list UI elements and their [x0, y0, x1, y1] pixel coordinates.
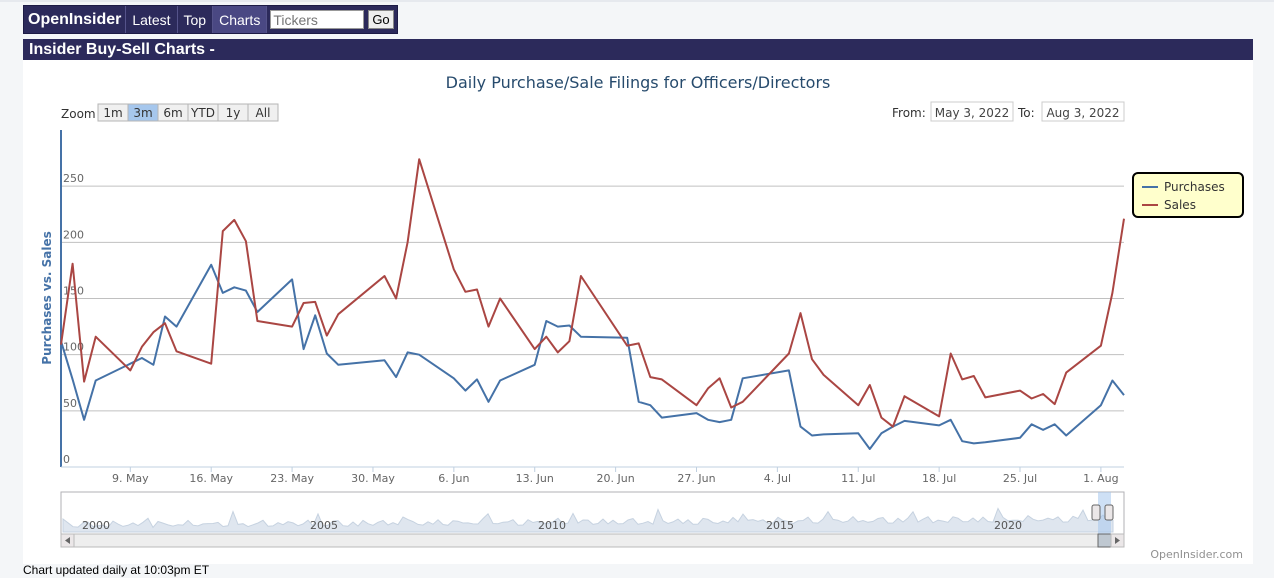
x-tick-label: 18. Jul: [922, 472, 956, 485]
footer-note: Chart updated daily at 10:03pm ET: [23, 563, 210, 577]
scrollbar-thumb[interactable]: [1097, 533, 1112, 548]
zoom-buttons: 1m 3m 6m YTD 1y All: [97, 103, 279, 122]
go-button[interactable]: Go: [368, 10, 394, 29]
legend-purchases[interactable]: Purchases: [1164, 180, 1225, 194]
zoom-label: Zoom: [61, 107, 96, 121]
zoom-button-3m[interactable]: 3m: [133, 106, 152, 120]
x-tick-label: 16. May: [189, 472, 233, 485]
credit-link[interactable]: OpenInsider.com: [1150, 548, 1243, 561]
navigator: 2000 2005 2010 2015 2020: [60, 491, 1125, 548]
y-tick-label: 0: [63, 453, 70, 466]
x-tick-label: 27. Jun: [677, 472, 715, 485]
navigator-year-label: 2020: [994, 519, 1022, 532]
from-date-box[interactable]: [930, 101, 1014, 122]
chart-svg: Daily Purchase/Sale Filings for Officers…: [40, 73, 1244, 561]
y-tick-label: 100: [63, 341, 84, 354]
y-tick-labels: 0 50 100 150 200 250: [63, 172, 84, 466]
zoom-button-ytd[interactable]: YTD: [190, 106, 215, 120]
series-line-sales[interactable]: [60, 158, 1125, 428]
scroll-left-arrow-icon: [65, 537, 70, 544]
to-date-input[interactable]: Aug 3, 2022: [1046, 106, 1119, 120]
chart-title: Daily Purchase/Sale Filings for Officers…: [446, 73, 831, 92]
series-line-purchases[interactable]: [60, 263, 1125, 450]
zoom-button-6m[interactable]: 6m: [163, 106, 182, 120]
x-tick-label: 6. Jun: [438, 472, 469, 485]
legend: Purchases Sales: [1132, 172, 1244, 218]
navigator-left-handle[interactable]: [1091, 504, 1101, 521]
y-tick-label: 200: [63, 228, 84, 241]
nav-item-charts[interactable]: Charts: [212, 6, 267, 33]
navigator-year-label: 2005: [310, 519, 338, 532]
y-tick-label: 250: [63, 172, 84, 185]
series-lines: [60, 158, 1125, 450]
y-tick-label: 150: [63, 285, 84, 298]
ticker-search-input[interactable]: [270, 10, 365, 29]
x-tick-label: 20. Jun: [597, 472, 635, 485]
navigator-area: [62, 507, 1114, 533]
zoom-button-1y[interactable]: 1y: [226, 106, 241, 120]
legend-box: [1132, 172, 1244, 218]
y-axis-title: Purchases vs. Sales: [40, 231, 54, 364]
x-tick-label: 1. Aug: [1083, 472, 1118, 485]
x-tick-label: 9. May: [112, 472, 149, 485]
x-tick-label: 13. Jun: [516, 472, 554, 485]
to-label: To:: [1017, 106, 1035, 120]
navigator-scrollbar[interactable]: [60, 533, 1125, 548]
y-gridlines: [61, 185, 1124, 412]
x-tick-label: 23. May: [270, 472, 314, 485]
top-nav: OpenInsider Latest Top Charts Go: [23, 5, 398, 34]
chart-panel: Daily Purchase/Sale Filings for Officers…: [23, 60, 1253, 564]
section-title: Insider Buy-Sell Charts -: [23, 39, 1253, 60]
top-border: [0, 0, 1274, 2]
legend-sales[interactable]: Sales: [1164, 198, 1196, 212]
from-date-input[interactable]: May 3, 2022: [935, 106, 1009, 120]
navigator-year-label: 2015: [766, 519, 794, 532]
y-tick-label: 50: [63, 397, 77, 410]
x-tick-label: 11. Jul: [841, 472, 875, 485]
site-logo[interactable]: OpenInsider: [24, 6, 126, 33]
nav-item-top[interactable]: Top: [176, 6, 213, 33]
ticker-search: Go: [266, 6, 396, 33]
zoom-button-box[interactable]: [247, 103, 279, 122]
navigator-right-handle[interactable]: [1104, 504, 1114, 521]
x-tick-label: 25. Jul: [1003, 472, 1037, 485]
nav-item-latest[interactable]: Latest: [125, 6, 176, 33]
scroll-right-arrow-icon: [1115, 537, 1120, 544]
to-date-box[interactable]: [1041, 101, 1125, 122]
x-tick-label: 30. May: [351, 472, 395, 485]
x-tick-labels: 9. May 16. May 23. May 30. May 6. Jun 13. Jun…: [112, 467, 1119, 485]
zoom-button-1m[interactable]: 1m: [103, 106, 122, 120]
from-label: From:: [892, 106, 926, 120]
navigator-year-labels: 2000 2005 2010 2015 2020: [82, 519, 1022, 532]
zoom-button-all[interactable]: All: [256, 106, 271, 120]
navigator-year-label: 2010: [538, 519, 566, 532]
x-tick-label: 4. Jul: [764, 472, 791, 485]
navigator-year-label: 2000: [82, 519, 110, 532]
